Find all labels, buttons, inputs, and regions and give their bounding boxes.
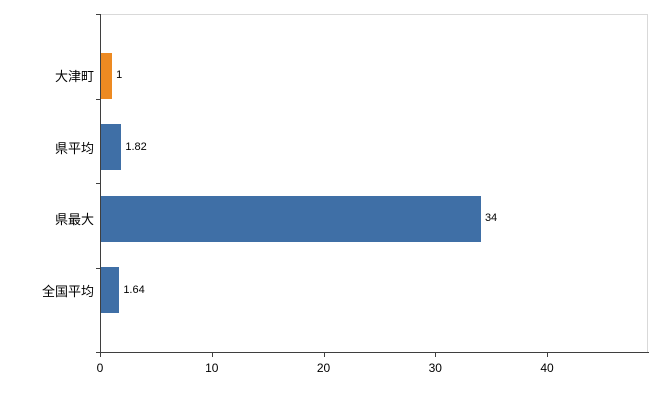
- x-axis-tick-mark: [547, 353, 548, 357]
- category-label: 全国平均: [41, 283, 94, 299]
- y-axis-labels: 大津町県平均県最大全国平均: [0, 14, 94, 352]
- x-axis-tick-label: 10: [205, 361, 219, 375]
- bar: [101, 267, 120, 314]
- x-axis-tick-mark: [211, 353, 213, 357]
- y-axis-tick-mark: [96, 267, 100, 269]
- category-label: 県最大: [54, 212, 94, 228]
- x-axis-tick-mark: [323, 353, 325, 357]
- x-axis-tick-label: 30: [428, 361, 442, 375]
- bar-row: 1.64: [101, 255, 548, 327]
- bar-value-label: 1.82: [125, 140, 147, 153]
- bar-row: 34: [101, 183, 548, 255]
- y-axis-tick-mark: [96, 183, 100, 184]
- y-axis-line: [100, 14, 101, 353]
- bar: [101, 52, 113, 99]
- y-axis-tick-mark: [96, 98, 100, 100]
- x-axis-ticks: 0 10 20 30 40: [96, 352, 554, 378]
- x-axis-line: [100, 352, 649, 353]
- bar-row: 1.82: [101, 112, 548, 184]
- bar: [101, 124, 122, 171]
- x-axis-tick-label: 0: [96, 361, 104, 375]
- bar-value-label: 1.64: [123, 283, 145, 296]
- x-axis-tick-label: 40: [540, 361, 554, 375]
- x-axis-tick-mark: [435, 353, 437, 357]
- x-axis-tick-label: 20: [316, 361, 331, 375]
- y-axis-tick-mark: [96, 14, 100, 15]
- x-axis-tick-mark: [100, 353, 101, 357]
- bar: [101, 195, 481, 242]
- bars-area: 1 1.82 34 1.64: [101, 14, 548, 352]
- bar-value-label: 1: [116, 69, 123, 82]
- bar-row: 1: [101, 40, 548, 112]
- y-axis-tick-mark: [96, 352, 100, 353]
- category-label: 大津町: [54, 69, 94, 85]
- bar-value-label: 34: [484, 212, 498, 225]
- plot-frame: [100, 14, 648, 352]
- category-label: 県平均: [54, 140, 94, 156]
